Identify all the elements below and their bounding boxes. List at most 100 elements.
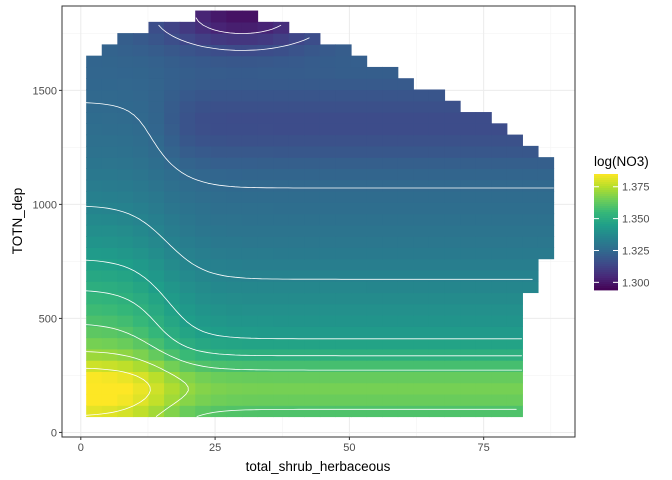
heat-tile (288, 213, 305, 226)
heat-tile (304, 382, 321, 395)
heat-tile (413, 145, 430, 158)
heat-tile (86, 100, 103, 113)
heat-tile (506, 145, 523, 158)
heat-tile (397, 303, 414, 316)
heat-tile (164, 326, 181, 339)
heat-tile (257, 145, 274, 158)
heat-tile (273, 213, 290, 226)
heat-tile (132, 337, 150, 350)
heat-tile (257, 202, 274, 215)
heat-tile (382, 100, 399, 113)
legend-color-step (594, 252, 618, 255)
heat-tile (506, 315, 523, 327)
heat-tile (319, 89, 337, 102)
heat-tile (319, 78, 337, 91)
heat-tile (351, 202, 368, 215)
heat-tile (179, 44, 196, 57)
y-axis-ticks: 0 500 1000 1500 (33, 85, 62, 439)
heat-tile (288, 382, 305, 395)
y-axis-title: TOTN_dep (10, 188, 25, 255)
heat-tile (195, 224, 212, 237)
heat-tile (491, 405, 508, 418)
heat-tile (428, 315, 446, 327)
heat-tile (148, 348, 165, 361)
heat-tile (288, 33, 305, 45)
heat-tile (397, 326, 414, 339)
heat-tile (397, 179, 414, 192)
heat-tile (241, 157, 259, 170)
heat-tile (132, 44, 150, 57)
heat-tile (117, 157, 134, 170)
heat-tile (397, 236, 414, 248)
heat-tile (132, 190, 150, 203)
heat-tile (179, 405, 196, 418)
legend-color-step (594, 210, 618, 213)
heat-tile (241, 303, 259, 316)
heat-tile (195, 44, 212, 57)
heat-tile (148, 258, 165, 271)
heat-tile (210, 100, 227, 113)
heat-tile (444, 315, 461, 327)
heat-tile (366, 360, 383, 372)
heat-tile (86, 315, 103, 327)
heat-tile (210, 134, 227, 147)
heat-tile (397, 89, 414, 102)
heat-tile (537, 236, 555, 248)
heat-tile (444, 123, 461, 136)
heat-tile (86, 213, 103, 226)
heat-tile (444, 292, 461, 305)
x-axis-title: total_shrub_herbaceous (246, 459, 391, 474)
heat-tile (335, 213, 352, 226)
heat-tile (148, 326, 165, 339)
heat-tile (413, 100, 430, 113)
heat-tile (195, 157, 212, 170)
heat-tile (164, 112, 181, 124)
heat-tile (257, 157, 274, 170)
heat-tile (397, 360, 414, 372)
heat-tile (288, 123, 305, 136)
heat-tile (444, 269, 461, 282)
heat-tile (319, 157, 337, 170)
heat-tile (273, 44, 290, 57)
heat-tile (382, 405, 399, 418)
heat-tile (273, 145, 290, 158)
heat-tile (444, 145, 461, 158)
heat-tile (226, 224, 243, 237)
heat-tile (195, 190, 212, 203)
heat-tile (335, 224, 352, 237)
heat-tile (179, 269, 196, 282)
heat-tile (226, 326, 243, 339)
heat-tile (148, 89, 165, 102)
heat-tile (288, 405, 305, 418)
heat-tile (491, 190, 508, 203)
heat-tile (475, 134, 492, 147)
heat-tile (351, 157, 368, 170)
heat-tile (304, 337, 321, 350)
heat-tile (273, 371, 290, 384)
heat-tile (444, 100, 461, 113)
heat-tile (132, 269, 150, 282)
heat-tile (86, 326, 103, 339)
heat-tile (444, 202, 461, 215)
heat-tile (319, 371, 337, 384)
heat-tile (319, 224, 337, 237)
heat-tile (164, 371, 181, 384)
heat-tile (397, 123, 414, 136)
heat-tile (491, 269, 508, 282)
heat-tile (366, 224, 383, 237)
heat-tile (522, 281, 539, 294)
heat-tile (210, 123, 227, 136)
heat-tile (319, 213, 337, 226)
heat-tile (506, 213, 523, 226)
heat-tile (335, 157, 352, 170)
heat-tile (304, 33, 321, 45)
heat-tile (288, 134, 305, 147)
heat-tile (132, 303, 150, 316)
heat-tile (288, 337, 305, 350)
heat-tile (351, 78, 368, 91)
heat-tile (179, 224, 196, 237)
heat-tile (226, 303, 243, 316)
heat-tile (288, 371, 305, 384)
heat-tile (460, 168, 477, 181)
heat-tile (335, 337, 352, 350)
